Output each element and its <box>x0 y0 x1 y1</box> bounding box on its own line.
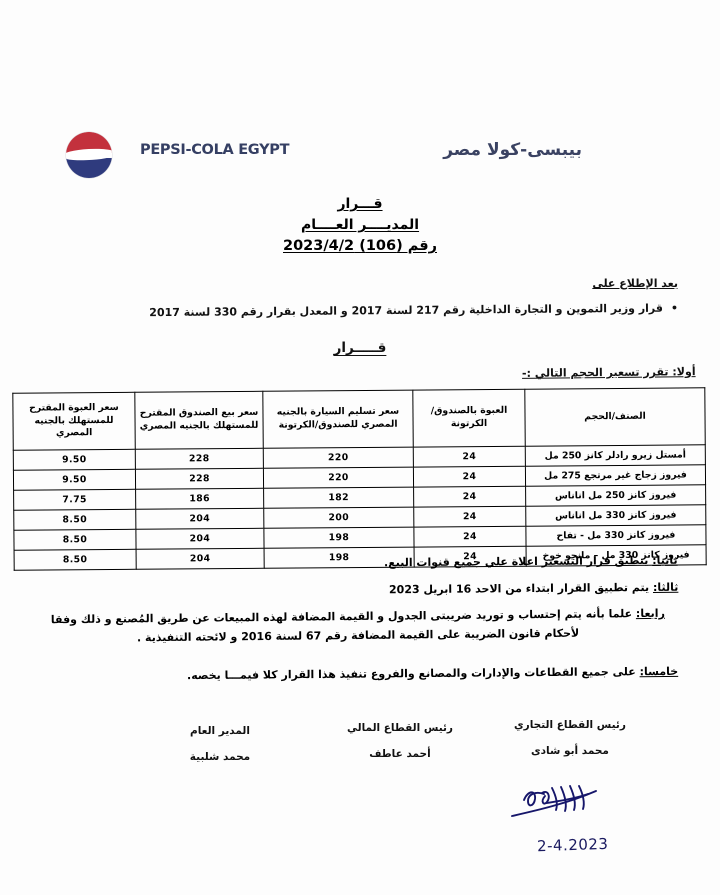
clause-third: ثالثا: يتم تطبيق القرار ابتداء من الاحد … <box>389 579 679 599</box>
cell-unit-price: 8.50 <box>13 509 136 531</box>
document-title-block: قـــرار المديــــر العــــام رقم (106) 2… <box>0 196 720 259</box>
cell-item-name: فيروز كانز 330 مل - تفاح <box>525 524 707 547</box>
clause-second-text: ينطبق قرار التسعير اعلاة علي جميع قنوات … <box>384 553 653 570</box>
clause-fifth: خامسا: على جميع القطاعات والإدارات والمص… <box>187 663 678 685</box>
globe-top-red <box>66 132 112 153</box>
decision-heading: قـــــرار <box>333 340 387 356</box>
col-header-unit-price: سعر العبوة المقترح للمستهلك بالجنيه المص… <box>12 392 136 451</box>
cell-pack-per-case: 24 <box>413 526 527 548</box>
preamble-label: بعد الإطلاع على <box>592 277 678 290</box>
preamble-bullet-item: • قرار وزير التموين و التجارة الداخلية رق… <box>118 301 678 322</box>
pepsi-globe-icon <box>66 132 112 178</box>
signature-finance: رئيس القطاع المالي أحمد عاطف <box>330 715 470 768</box>
letterhead: PEPSI-COLA EGYPT بيبسى-كولا مصر <box>0 128 720 184</box>
cell-item-name: فيروز زجاج غير مرتجع 275 مل <box>525 464 706 487</box>
price-table-container: الصنف/الحجم العبوة بالصندوق/ الكرتونة سع… <box>12 387 707 571</box>
table-header-row: الصنف/الحجم العبوة بالصندوق/ الكرتونة سع… <box>12 387 706 451</box>
clause-third-text: يتم تطبيق القرار ابتداء من الاحد 16 ابري… <box>388 580 653 597</box>
cell-case-price: 228 <box>135 468 264 490</box>
cell-delivery-price: 200 <box>263 507 414 529</box>
cell-unit-price: 7.75 <box>13 489 136 511</box>
signature-gm-name: محمد شلبية <box>189 751 251 764</box>
signature-date: 2-4.2023 <box>536 834 609 856</box>
cell-delivery-price: 220 <box>263 467 414 489</box>
clause-fourth: رابعا: علما بأنه يتم إحتساب و توريد ضريب… <box>38 605 678 649</box>
clause-fifth-text: على جميع القطاعات والإدارات والمصانع وال… <box>186 665 640 683</box>
signature-block: رئيس القطاع التجاري محمد أبو شادى رئيس ا… <box>0 712 720 782</box>
wordmark-english: PEPSI-COLA EGYPT <box>140 142 290 158</box>
clause-fourth-lead: رابعا: <box>635 606 665 621</box>
cell-unit-price: 8.50 <box>14 549 137 571</box>
signature-commercial-name: محمد أبو شادى <box>531 745 609 758</box>
title-line-number-date: رقم (106) 2023/4/2 <box>283 238 437 254</box>
col-header-item-size: الصنف/الحجم <box>524 387 706 447</box>
clause-fifth-lead: خامسا: <box>639 664 679 679</box>
handwritten-signature <box>504 780 624 834</box>
cell-case-price: 204 <box>136 548 265 570</box>
cell-unit-price: 9.50 <box>13 469 136 491</box>
cell-delivery-price: 220 <box>263 447 414 469</box>
cell-pack-per-case: 24 <box>413 466 526 488</box>
signature-commercial-role: رئيس القطاع التجاري <box>514 719 626 731</box>
wordmark-arabic: بيبسى-كولا مصر <box>443 140 582 160</box>
clause-second: ثانيا: ينطبق قرار التسعير اعلاة علي جميع… <box>384 552 678 572</box>
cell-case-price: 186 <box>135 488 264 510</box>
globe-bottom-blue <box>66 158 112 178</box>
cell-pack-per-case: 24 <box>413 446 526 468</box>
bullet-glyph: • <box>670 301 679 315</box>
cell-pack-per-case: 24 <box>413 506 526 528</box>
col-header-delivery-price: سعر تسليم السيارة بالجنيه المصري للصندوق… <box>262 390 414 449</box>
signature-gm-role: المدير العام <box>190 725 250 737</box>
cell-case-price: 228 <box>135 448 264 470</box>
cell-case-price: 204 <box>135 528 265 550</box>
preamble-item-text: قرار وزير التموين و التجارة الداخلية رقم… <box>149 301 664 320</box>
clause-fourth-text: علما بأنه يتم إحتساب و توريد ضريبتى الجد… <box>50 607 636 645</box>
col-header-pack-per-case: العبوة بالصندوق/ الكرتونة <box>412 389 526 448</box>
cell-item-name: فيروز كانز 250 مل اناناس <box>525 484 706 507</box>
cell-case-price: 204 <box>135 508 264 530</box>
price-table: الصنف/الحجم العبوة بالصندوق/ الكرتونة سع… <box>12 387 707 571</box>
title-line-decision: قـــرار <box>337 196 383 212</box>
cell-delivery-price: 198 <box>263 527 415 549</box>
title-line-general-manager: المديــــر العــــام <box>300 217 420 233</box>
cell-unit-price: 9.50 <box>13 449 136 471</box>
cell-item-name: فيروز كانز 330 مل اناناس <box>525 504 706 527</box>
clause-first: أولا: تقرر تسعير الحجم التالي :- <box>522 365 697 380</box>
clause-third-lead: ثالثا: <box>652 580 679 594</box>
cell-pack-per-case: 24 <box>413 486 526 508</box>
signature-general-manager: المدير العام محمد شلبية <box>150 718 290 771</box>
col-header-case-price: سعر بيع الصندوق المقترح للمستهلك بالجنيه… <box>134 391 264 450</box>
signature-finance-name: أحمد عاطف <box>369 748 431 761</box>
signature-finance-role: رئيس القطاع المالي <box>347 722 453 734</box>
signature-commercial: رئيس القطاع التجاري محمد أبو شادى <box>500 712 640 765</box>
cell-unit-price: 8.50 <box>13 529 137 551</box>
cell-item-name: أمستل زيرو رادلر كانز 250 مل <box>525 444 706 467</box>
cell-delivery-price: 182 <box>263 487 414 509</box>
clause-second-lead: ثانيا: <box>652 553 679 567</box>
